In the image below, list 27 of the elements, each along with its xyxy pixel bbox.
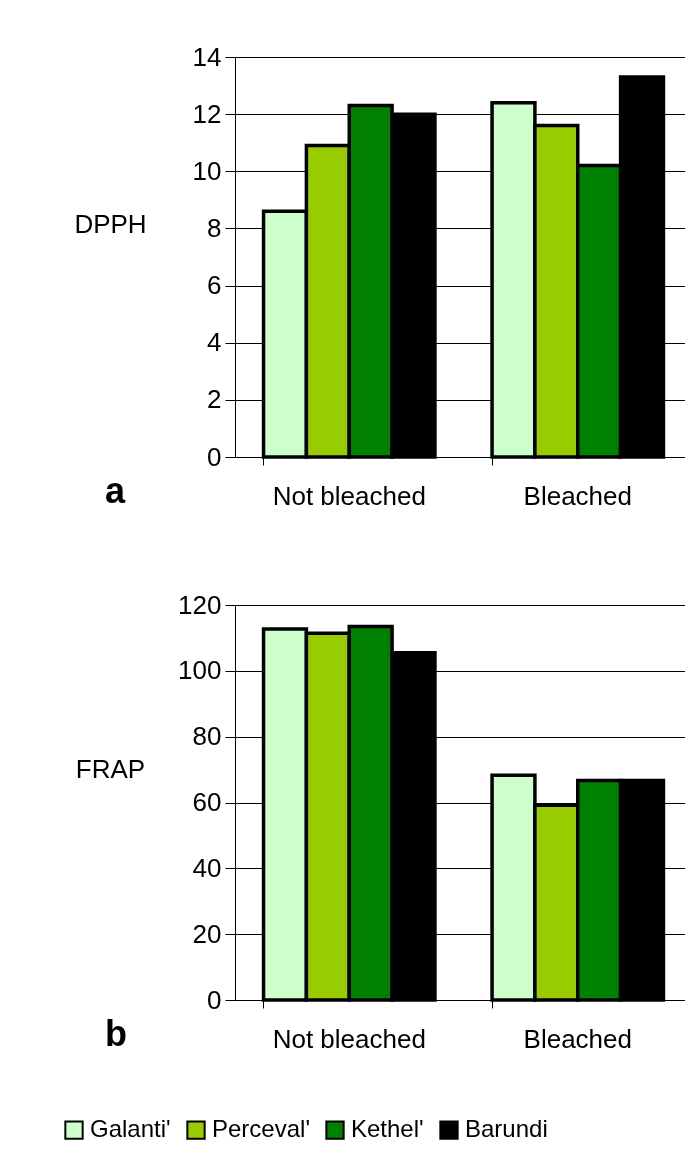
legend-label: Barundi bbox=[465, 1115, 548, 1143]
y-tick-label: 8 bbox=[207, 212, 222, 243]
text: a bbox=[105, 470, 126, 511]
legend-label: Galanti' bbox=[90, 1115, 171, 1143]
y-tick-label: 0 bbox=[207, 984, 222, 1015]
legend-label: Perceval' bbox=[212, 1115, 310, 1143]
y-tick-label: 60 bbox=[192, 787, 222, 817]
y-tick-label: 6 bbox=[207, 270, 222, 301]
y-tick-label: 80 bbox=[192, 721, 222, 752]
y-axis-title: DPPH bbox=[74, 208, 147, 239]
x-tick-label: Bleached bbox=[523, 1023, 632, 1054]
y-tick-label: 20 bbox=[192, 918, 222, 949]
y-tick-label: 2 bbox=[207, 384, 222, 415]
y-tick-label: 120 bbox=[178, 589, 222, 620]
y-tick-label: 10 bbox=[192, 155, 222, 186]
text: b bbox=[105, 1013, 127, 1054]
x-tick-label: Not bleached bbox=[272, 480, 426, 511]
x-tick-label: Not bleached bbox=[272, 1023, 426, 1054]
y-tick-label: 4 bbox=[207, 327, 222, 358]
legend-label: Kethel' bbox=[351, 1115, 424, 1143]
y-tick-label: 12 bbox=[192, 98, 222, 129]
y-tick-label: 0 bbox=[207, 441, 222, 472]
y-tick-label: 100 bbox=[178, 655, 222, 686]
y-tick-label: 14 bbox=[192, 41, 222, 72]
y-tick-label: 40 bbox=[192, 852, 222, 883]
y-axis-title: FRAP bbox=[75, 754, 146, 784]
x-tick-label: Bleached bbox=[523, 480, 632, 511]
